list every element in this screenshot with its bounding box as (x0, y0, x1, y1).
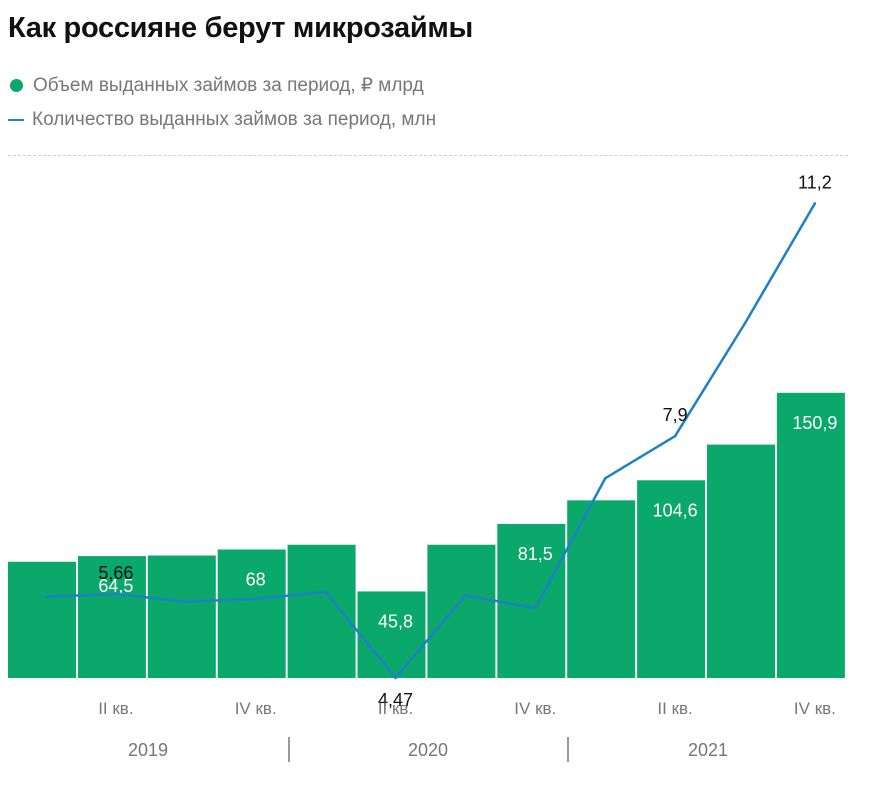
line-label-6: 4,47 (378, 690, 413, 710)
legend-label-volume: Объем выданных займов за период, ₽ млрд (33, 75, 424, 96)
line-point-10 (673, 434, 677, 438)
year-label-2019: 2019 (128, 740, 168, 760)
line-point-11 (743, 321, 747, 325)
bar-8 (497, 523, 566, 678)
line-point-1 (44, 595, 48, 599)
line-label-10: 7,9 (663, 405, 688, 425)
x-tick-label-6: II кв. (378, 699, 413, 718)
bar-label-10: 104,6 (653, 500, 698, 520)
bar-12 (776, 392, 845, 678)
legend-dot-icon (10, 79, 23, 92)
count-series-line (45, 202, 816, 680)
bar-label-6: 45,8 (378, 611, 413, 631)
x-tick-label-4: IV кв. (235, 699, 277, 718)
legend-label-count: Количество выданных займов за период, мл… (32, 109, 437, 130)
line-point-7 (464, 594, 467, 597)
bar-label-4: 68 (246, 569, 266, 589)
bar-label-8: 81,5 (518, 544, 553, 564)
x-tick-label-2: II кв. (98, 699, 133, 718)
x-tick-label-8: IV кв. (514, 699, 556, 718)
line-point-8 (534, 606, 537, 610)
line-label-2: 5,66 (98, 563, 133, 583)
bar-4 (217, 549, 286, 678)
line-label-12: 11,2 (798, 172, 832, 192)
bar-label-12: 150,9 (792, 413, 837, 433)
chart-title: Как россияне берут микрозаймы (8, 12, 473, 44)
year-label-2020: 2020 (408, 740, 448, 760)
line-point-4 (254, 597, 257, 601)
line-point-6 (394, 676, 397, 680)
x-tick-label-12: IV кв. (794, 699, 836, 718)
header-divider (8, 155, 848, 156)
bar-9 (567, 500, 636, 678)
bar-label-2: 64,5 (98, 576, 133, 596)
year-label-2021: 2021 (688, 740, 728, 760)
line-point-12 (813, 202, 817, 205)
legend-line-icon (8, 119, 24, 121)
line-point-3 (184, 600, 188, 604)
bar-5 (287, 544, 356, 678)
bar-1 (8, 561, 76, 678)
line-point-5 (324, 590, 327, 594)
bar-6 (357, 591, 426, 678)
bar-11 (707, 444, 775, 678)
bar-3 (147, 555, 216, 678)
legend-item-count: Количество выданных займов за период, мл… (8, 109, 436, 131)
legend-item-volume: Объем выданных займов за период, ₽ млрд (8, 74, 424, 97)
line-point-9 (603, 477, 607, 480)
bar-7 (427, 544, 496, 678)
bar-10 (637, 480, 706, 678)
line-point-2 (114, 592, 118, 596)
x-tick-label-10: II кв. (657, 699, 692, 718)
bar-2 (77, 556, 146, 678)
